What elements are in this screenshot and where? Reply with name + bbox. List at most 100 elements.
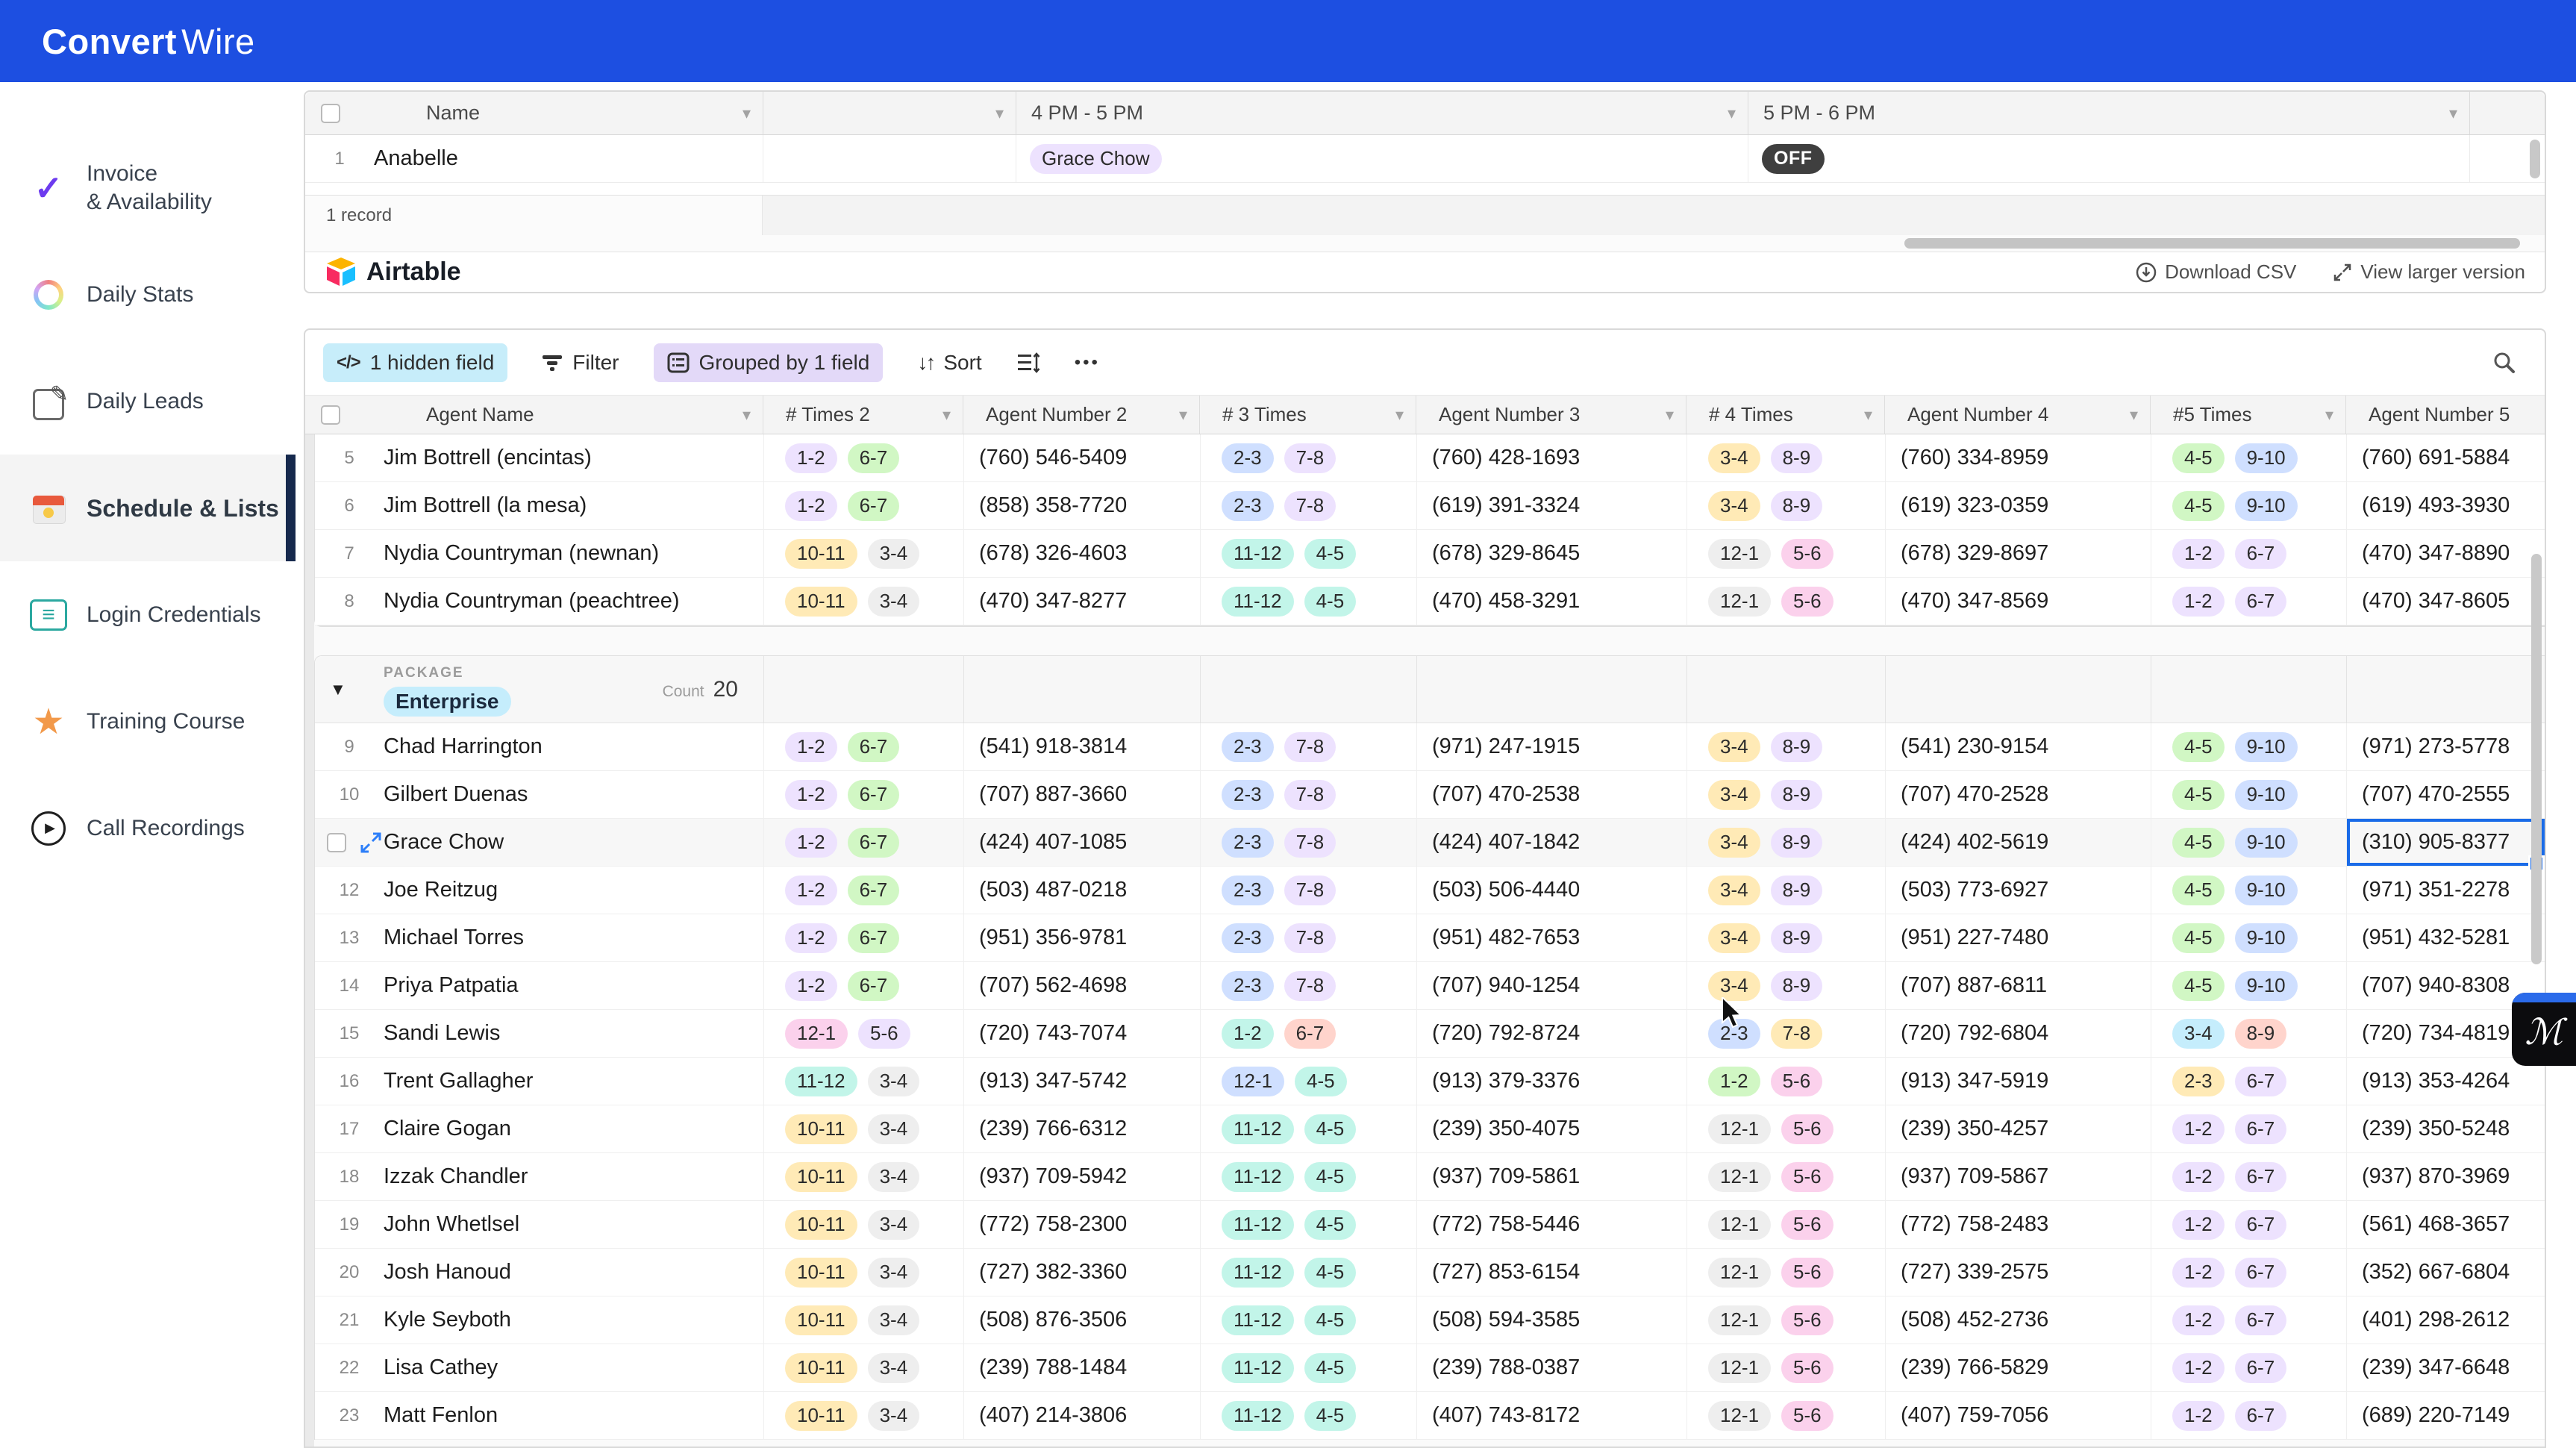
agent-number-4-cell[interactable]: (678) 329-8697 xyxy=(1885,530,2151,577)
times-5-cell[interactable]: 4-59-10 xyxy=(2151,914,2346,961)
download-csv-link[interactable]: Download CSV xyxy=(2135,260,2296,284)
agent-number-5-cell[interactable]: (561) 468-3657 xyxy=(2346,1201,2545,1248)
horizontal-scrollbar[interactable] xyxy=(1904,238,2520,249)
more-options-button[interactable]: ••• xyxy=(1075,352,1100,373)
times-2-cell[interactable]: 12-15-6 xyxy=(763,1010,963,1057)
agent-row[interactable]: 9 Chad Harrington 1-26-7 (541) 918-3814 xyxy=(315,723,2545,771)
chevron-down-icon[interactable]: ▾ xyxy=(2449,104,2457,123)
agent-number-4-cell[interactable]: (727) 339-2575 xyxy=(1885,1249,2151,1296)
agent-number-3-cell[interactable]: (913) 379-3376 xyxy=(1416,1058,1686,1105)
agent-number-3-cell[interactable]: (951) 482-7653 xyxy=(1416,914,1686,961)
column-header-5pm[interactable]: 5 PM - 6 PM ▾ xyxy=(1748,92,2469,134)
times-3-cell[interactable]: 1-26-7 xyxy=(1200,1010,1416,1057)
agent-row[interactable]: 22 Lisa Cathey 10-113-4 (239) 788-1484 xyxy=(315,1344,2545,1392)
agent-number-4-cell[interactable]: (239) 350-4257 xyxy=(1885,1105,2151,1152)
times-2-cell[interactable]: 10-113-4 xyxy=(763,1153,963,1200)
agent-number-4-cell[interactable]: (937) 709-5867 xyxy=(1885,1153,2151,1200)
agent-number-2-cell[interactable]: (407) 214-3806 xyxy=(963,1392,1200,1439)
column-header-number5[interactable]: Agent Number 5 xyxy=(2345,396,2545,434)
times-5-cell[interactable]: 1-26-7 xyxy=(2151,1153,2346,1200)
agent-name-cell[interactable]: Grace Chow xyxy=(315,819,763,866)
agent-row[interactable]: Grace Chow 1-26-7 (424) 407-1085 2-37-8 … xyxy=(315,819,2545,867)
column-header-4pm[interactable]: 4 PM - 5 PM ▾ xyxy=(1016,92,1748,134)
chevron-down-icon[interactable]: ▾ xyxy=(743,405,751,425)
agent-row[interactable]: 14 Priya Patpatia 1-26-7 (707) 562-4698 xyxy=(315,962,2545,1010)
agent-row[interactable]: 5 Jim Bottrell (encintas) 1-26-7 (760) 5… xyxy=(315,434,2545,482)
agent-number-5-cell[interactable]: (401) 298-2612 xyxy=(2346,1296,2545,1344)
agent-number-5-cell[interactable]: (619) 493-3930 xyxy=(2346,482,2545,529)
agent-number-5-cell[interactable]: (913) 353-4264 xyxy=(2346,1058,2545,1105)
agent-name-cell[interactable]: 6 Jim Bottrell (la mesa) xyxy=(315,482,763,529)
times-4-cell[interactable]: 3-48-9 xyxy=(1686,962,1885,1009)
times-4-cell[interactable]: 3-48-9 xyxy=(1686,434,1885,481)
times-4-cell[interactable]: 3-48-9 xyxy=(1686,914,1885,961)
agent-row[interactable]: 17 Claire Gogan 10-113-4 (239) 766-6312 xyxy=(315,1105,2545,1153)
times-4-cell[interactable]: 12-15-6 xyxy=(1686,1344,1885,1391)
times-2-cell[interactable]: 1-26-7 xyxy=(763,482,963,529)
agent-number-5-cell[interactable]: (971) 351-2278 xyxy=(2346,867,2545,914)
times-4-cell[interactable]: 12-15-6 xyxy=(1686,1153,1885,1200)
times-2-cell[interactable]: 1-26-7 xyxy=(763,962,963,1009)
times-5-cell[interactable]: 4-59-10 xyxy=(2151,723,2346,770)
times-2-cell[interactable]: 10-113-4 xyxy=(763,1296,963,1344)
times-2-cell[interactable]: 10-113-4 xyxy=(763,1392,963,1439)
times-5-cell[interactable]: 3-48-9 xyxy=(2151,1010,2346,1057)
schedule-row[interactable]: 1 Anabelle Grace Chow OFF xyxy=(305,135,2545,183)
agent-name-cell[interactable]: 14 Priya Patpatia xyxy=(315,962,763,1009)
agent-number-2-cell[interactable]: (760) 546-5409 xyxy=(963,434,1200,481)
agent-number-5-cell[interactable]: (470) 347-8605 xyxy=(2346,578,2545,625)
times-5-cell[interactable]: 1-26-7 xyxy=(2151,578,2346,625)
times-2-cell[interactable]: 10-113-4 xyxy=(763,578,963,625)
agent-number-3-cell[interactable]: (678) 329-8645 xyxy=(1416,530,1686,577)
times-4-cell[interactable]: 3-48-9 xyxy=(1686,723,1885,770)
chevron-down-icon[interactable]: ▾ xyxy=(743,104,751,123)
agent-number-4-cell[interactable]: (508) 452-2736 xyxy=(1885,1296,2151,1344)
times-3-cell[interactable]: 2-37-8 xyxy=(1200,771,1416,818)
times-5-cell[interactable]: 1-26-7 xyxy=(2151,530,2346,577)
times-4-cell[interactable]: 12-15-6 xyxy=(1686,1249,1885,1296)
times-5-cell[interactable]: 1-26-7 xyxy=(2151,1344,2346,1391)
row-checkbox[interactable] xyxy=(327,833,346,852)
times-2-cell[interactable]: 10-113-4 xyxy=(763,1249,963,1296)
chevron-down-icon[interactable]: ▾ xyxy=(942,405,951,425)
chevron-down-icon[interactable]: ▾ xyxy=(2130,405,2138,425)
times-5-cell[interactable]: 4-59-10 xyxy=(2151,819,2346,866)
times-5-cell[interactable]: 1-26-7 xyxy=(2151,1105,2346,1152)
times-5-cell[interactable]: 4-59-10 xyxy=(2151,962,2346,1009)
column-header-name[interactable]: Name ▾ xyxy=(305,92,763,134)
column-header-agent-name[interactable]: Agent Name ▾ xyxy=(305,396,763,434)
slot-5pm-cell[interactable]: OFF xyxy=(1748,135,2469,182)
times-5-cell[interactable]: 1-26-7 xyxy=(2151,1392,2346,1439)
agent-number-5-cell[interactable]: (310) 905-8377 xyxy=(2346,819,2545,866)
agent-number-2-cell[interactable]: (541) 918-3814 xyxy=(963,723,1200,770)
agent-number-3-cell[interactable]: (707) 470-2538 xyxy=(1416,771,1686,818)
sidebar-item[interactable]: ✓ Invoice & Availability xyxy=(0,134,296,241)
agent-number-4-cell[interactable]: (720) 792-6804 xyxy=(1885,1010,2151,1057)
view-larger-link[interactable]: View larger version xyxy=(2332,260,2525,284)
sort-button[interactable]: ↓↑ Sort xyxy=(917,351,981,375)
agent-name-cell[interactable]: 21 Kyle Seyboth xyxy=(315,1296,763,1344)
times-3-cell[interactable]: 11-124-5 xyxy=(1200,1249,1416,1296)
agent-number-2-cell[interactable]: (239) 766-6312 xyxy=(963,1105,1200,1152)
times-2-cell[interactable]: 1-26-7 xyxy=(763,434,963,481)
agent-number-3-cell[interactable]: (727) 853-6154 xyxy=(1416,1249,1686,1296)
agent-name-cell[interactable]: 18 Izzak Chandler xyxy=(315,1153,763,1200)
times-3-cell[interactable]: 11-124-5 xyxy=(1200,578,1416,625)
chevron-down-icon[interactable]: ▾ xyxy=(1179,405,1187,425)
agent-number-3-cell[interactable]: (503) 506-4440 xyxy=(1416,867,1686,914)
agent-row[interactable]: 18 Izzak Chandler 10-113-4 (937) 709-594… xyxy=(315,1153,2545,1201)
sidebar-item[interactable]: Schedule & Lists xyxy=(0,455,296,561)
times-4-cell[interactable]: 2-37-8 xyxy=(1686,1010,1885,1057)
times-4-cell[interactable]: 12-15-6 xyxy=(1686,578,1885,625)
agent-row[interactable]: 23 Matt Fenlon 10-113-4 (407) 214-3806 xyxy=(315,1392,2545,1440)
agent-number-4-cell[interactable]: (470) 347-8569 xyxy=(1885,578,2151,625)
agent-row[interactable]: 19 John Whetlsel 10-113-4 (772) 758-2300 xyxy=(315,1201,2545,1249)
agent-row[interactable]: 13 Michael Torres 1-26-7 (951) 356-9781 xyxy=(315,914,2545,962)
column-header-times5[interactable]: #5 Times▾ xyxy=(2150,396,2345,434)
agent-number-4-cell[interactable]: (707) 470-2528 xyxy=(1885,771,2151,818)
agent-row[interactable]: 21 Kyle Seyboth 10-113-4 (508) 876-3506 xyxy=(315,1296,2545,1344)
agent-name-cell[interactable]: 19 John Whetlsel xyxy=(315,1201,763,1248)
agent-number-2-cell[interactable]: (720) 743-7074 xyxy=(963,1010,1200,1057)
filter-button[interactable]: Filter xyxy=(542,351,619,375)
agent-number-2-cell[interactable]: (239) 788-1484 xyxy=(963,1344,1200,1391)
